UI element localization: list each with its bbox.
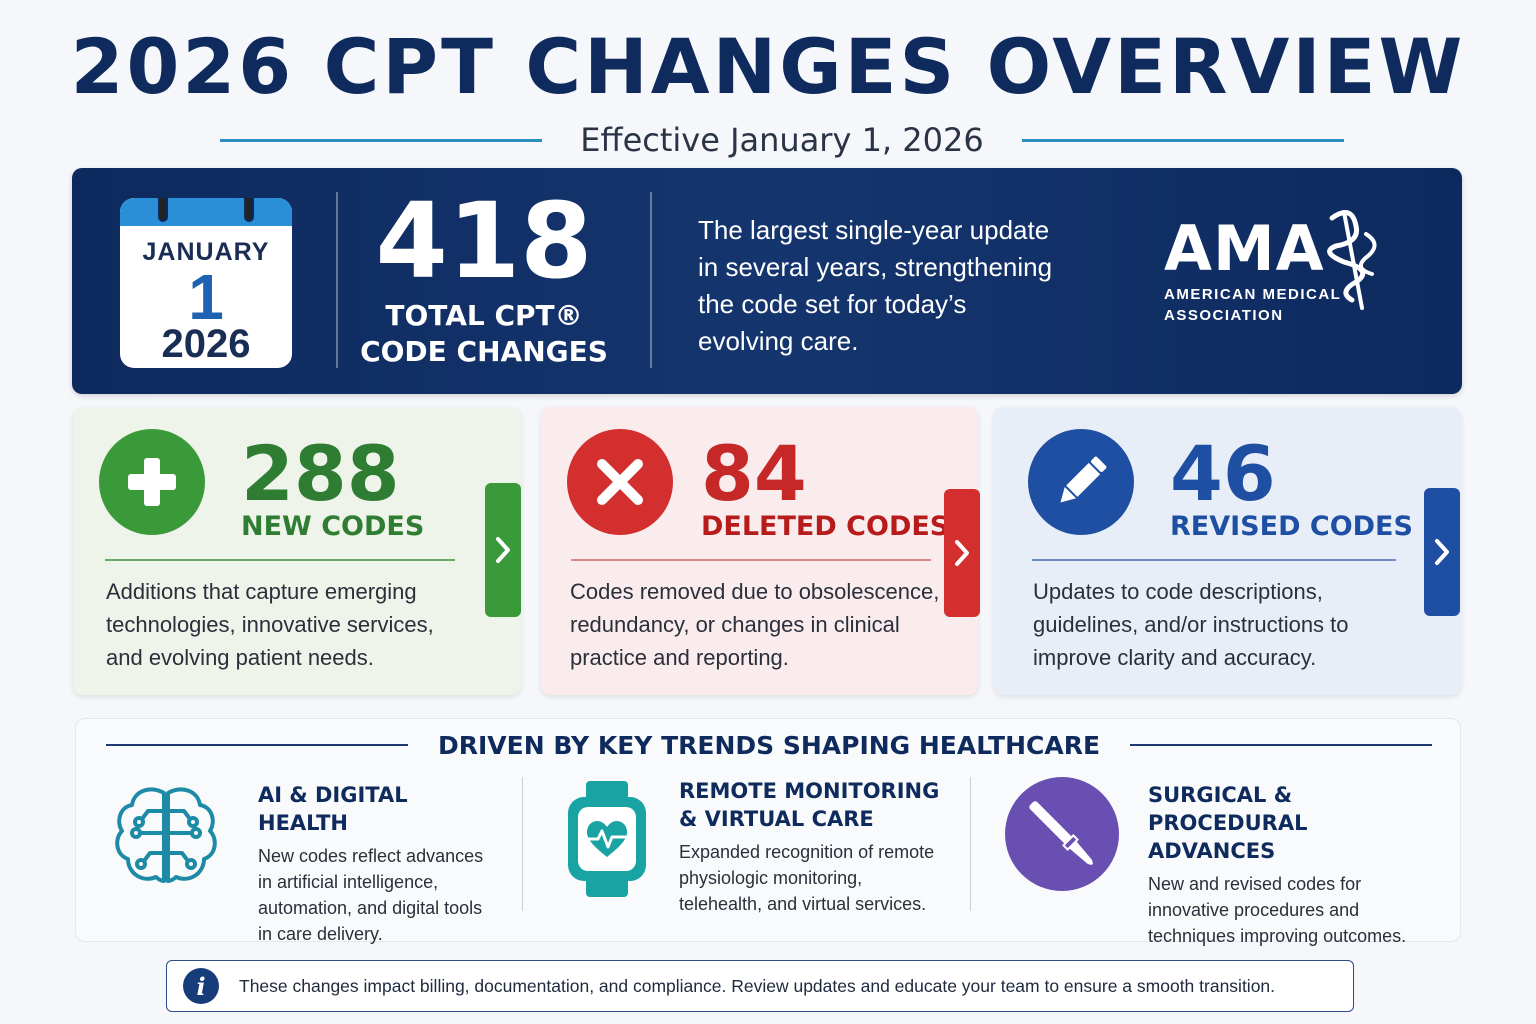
subtitle-rule-right bbox=[1021, 138, 1344, 142]
plus-icon bbox=[99, 429, 205, 535]
deleted-codes-divider bbox=[571, 559, 931, 561]
notice-bar: i These changes impact billing, document… bbox=[166, 960, 1354, 1012]
revised-codes-description: Updates to code descriptions, guidelines… bbox=[1033, 579, 1349, 670]
caduceus-icon bbox=[1327, 210, 1377, 310]
trend-title-line1: REMOTE MONITORING bbox=[679, 779, 940, 803]
calendar-icon: JANUARY 1 2026 bbox=[120, 198, 292, 368]
subtitle-row: Effective January 1, 2026 bbox=[220, 118, 1344, 162]
deleted-codes-description: Codes removed due to obsolescence, redun… bbox=[570, 579, 940, 670]
x-icon bbox=[567, 429, 673, 535]
chevron-right-icon bbox=[496, 537, 510, 563]
trend-title-line1: SURGICAL & bbox=[1148, 783, 1293, 807]
revised-codes-number: 46 bbox=[1170, 429, 1276, 518]
trends-section: DRIVEN BY KEY TRENDS SHAPING HEALTHCARE … bbox=[75, 718, 1461, 946]
trends-rule-left bbox=[106, 744, 408, 746]
calendar-ring-left bbox=[158, 198, 168, 222]
trend-description: New codes reflect advances in artificial… bbox=[258, 846, 484, 944]
new-codes-description: Additions that capture emerging technolo… bbox=[106, 579, 434, 670]
trends-rule-right bbox=[1130, 744, 1432, 746]
revised-codes-arrow-button[interactable] bbox=[1424, 488, 1460, 616]
deleted-codes-number: 84 bbox=[701, 429, 807, 518]
hero-divider bbox=[336, 192, 338, 368]
pencil-icon bbox=[1028, 429, 1134, 535]
total-changes-label: TOTAL CPT® CODE CHANGES bbox=[348, 298, 620, 370]
trend-divider bbox=[970, 777, 971, 911]
chevron-right-icon bbox=[955, 540, 969, 566]
hero-banner: JANUARY 1 2026 418 TOTAL CPT® CODE CHANG… bbox=[72, 168, 1462, 394]
page-subtitle: Effective January 1, 2026 bbox=[580, 121, 984, 159]
trend-description: New and revised codes for innovative pro… bbox=[1148, 874, 1407, 946]
ama-logo-sub2: ASSOCIATION bbox=[1164, 307, 1284, 324]
deleted-codes-card: 84 DELETED CODES Codes removed due to ob… bbox=[541, 407, 980, 695]
deleted-codes-arrow-button[interactable] bbox=[944, 489, 980, 617]
hero-divider bbox=[650, 192, 652, 368]
new-codes-divider bbox=[105, 559, 455, 561]
ama-logo-text: AMA bbox=[1164, 212, 1325, 285]
trend-title-line2: PROCEDURAL ADVANCES bbox=[1148, 811, 1308, 863]
trend-title-line2: & VIRTUAL CARE bbox=[679, 807, 874, 831]
revised-codes-label: REVISED CODES bbox=[1170, 511, 1413, 542]
trend-ai-digital-health: AI & DIGITAL HEALTH New codes reflect ad… bbox=[258, 781, 498, 947]
chevron-right-icon bbox=[1435, 539, 1449, 565]
revised-codes-divider bbox=[1032, 559, 1396, 561]
new-codes-card: 288 NEW CODES Additions that capture eme… bbox=[73, 407, 521, 695]
calendar-day: 1 bbox=[188, 261, 224, 333]
revised-codes-card: 46 REVISED CODES Updates to code descrip… bbox=[994, 407, 1461, 695]
subtitle-rule-left bbox=[220, 138, 543, 142]
calendar-month: JANUARY bbox=[142, 238, 270, 266]
smartwatch-heart-icon bbox=[568, 781, 646, 897]
ama-logo: AMA AMERICAN MEDICAL ASSOCIATION bbox=[1164, 210, 1394, 326]
info-icon: i bbox=[183, 968, 219, 1004]
trend-divider bbox=[522, 777, 523, 911]
trends-title: DRIVEN BY KEY TRENDS SHAPING HEALTHCARE bbox=[437, 730, 1101, 760]
ama-logo-sub1: AMERICAN MEDICAL bbox=[1164, 286, 1342, 303]
calendar-ring-right bbox=[244, 198, 254, 222]
new-codes-label: NEW CODES bbox=[241, 511, 425, 542]
calendar-header bbox=[120, 198, 292, 226]
brain-circuit-icon bbox=[115, 787, 217, 883]
total-label-line1: TOTAL CPT® bbox=[385, 299, 583, 332]
trends-header: DRIVEN BY KEY TRENDS SHAPING HEALTHCARE bbox=[106, 723, 1432, 767]
page-title: 2026 CPT CHANGES OVERVIEW bbox=[70, 22, 1466, 111]
calendar-year: 2026 bbox=[161, 322, 251, 366]
total-label-line2: CODE CHANGES bbox=[360, 335, 608, 368]
trend-description: Expanded recognition of remote physiolog… bbox=[679, 842, 935, 914]
deleted-codes-label: DELETED CODES bbox=[701, 511, 950, 542]
hero-description: The largest single-year update in severa… bbox=[698, 215, 1053, 356]
trend-title: AI & DIGITAL HEALTH bbox=[258, 783, 408, 835]
total-changes-number: 418 bbox=[375, 180, 593, 302]
notice-text: These changes impact billing, documentat… bbox=[239, 975, 1276, 996]
new-codes-number: 288 bbox=[241, 429, 400, 518]
trend-remote-monitoring: REMOTE MONITORING & VIRTUAL CARE Expande… bbox=[679, 777, 949, 917]
new-codes-arrow-button[interactable] bbox=[485, 483, 521, 617]
scalpel-icon bbox=[1005, 777, 1119, 891]
trend-surgical-advances: SURGICAL & PROCEDURAL ADVANCES New and r… bbox=[1148, 781, 1428, 949]
